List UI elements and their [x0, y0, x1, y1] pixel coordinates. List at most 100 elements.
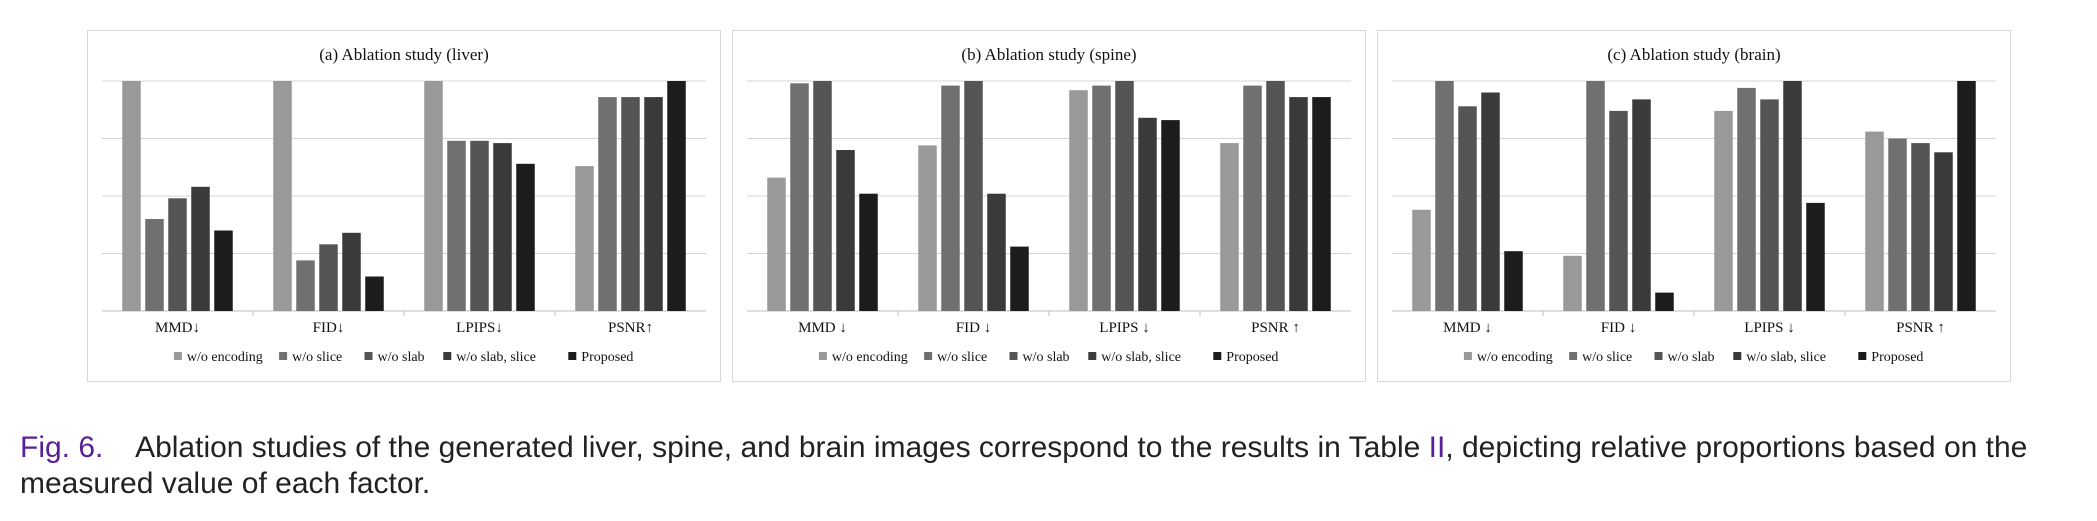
bar [1563, 255, 1582, 311]
bar [1609, 110, 1628, 312]
bar [1911, 143, 1930, 311]
legend-label: Proposed [1871, 350, 1923, 365]
bar [667, 81, 686, 311]
bar [1243, 85, 1262, 311]
legend-label: Proposed [581, 350, 633, 365]
legend-label: w/o slab [1023, 350, 1070, 365]
legend-swatch [1463, 352, 1472, 360]
bar [964, 81, 983, 311]
legend-label: w/o encoding [832, 350, 908, 365]
bar [1458, 106, 1477, 311]
legend-label: w/o slice [937, 350, 987, 365]
bar [598, 97, 617, 311]
bar [1312, 97, 1331, 311]
x-tick-label: LPIPS ↓ [1099, 320, 1149, 336]
figure-caption: Fig. 6. Ablation studies of the generate… [20, 430, 2080, 502]
x-tick-label: LPIPS ↓ [1744, 320, 1794, 336]
bar [1737, 87, 1756, 312]
bar [1655, 292, 1674, 311]
legend-swatch [279, 352, 288, 360]
legend: w/o encoding w/o slice w/o slab w/o slab, s… [818, 350, 1278, 365]
bar [145, 219, 164, 311]
legend-label: w/o slab [1668, 350, 1715, 365]
bar [424, 81, 443, 311]
legend-swatch [1733, 352, 1742, 360]
x-tick-label: MMD ↓ [798, 320, 847, 336]
bar [296, 260, 315, 311]
bar [191, 186, 210, 311]
bar [1069, 90, 1088, 311]
bar [273, 81, 292, 311]
bar [1115, 81, 1134, 311]
bar [122, 81, 141, 311]
bar [621, 97, 640, 311]
chart-panel-brain: (c) Ablation study (brain) MMD ↓ FID ↓ LPIP… [1377, 30, 2011, 382]
bar [1632, 99, 1651, 312]
bar [1481, 92, 1500, 311]
chart-title: (c) Ablation study (brain) [1607, 45, 1780, 64]
bar [1806, 202, 1825, 311]
legend-swatch [1569, 352, 1578, 360]
bar [918, 145, 937, 311]
bar [1957, 81, 1976, 311]
bar [1289, 97, 1308, 311]
bar [1092, 85, 1111, 311]
legend: w/o encoding w/o slice w/o slab w/o slab, s… [173, 350, 633, 365]
bar [493, 143, 512, 311]
bar [644, 97, 663, 311]
chart-liver: (a) Ablation study (liver) MMD↓ FID↓ LPIPS↓… [102, 45, 706, 365]
chart-panel-spine: (b) Ablation study (spine) MMD ↓ FID ↓ LPIP… [732, 30, 1366, 382]
bar [1266, 81, 1285, 311]
bar [319, 244, 338, 311]
x-tick-label: LPIPS↓ [456, 320, 503, 336]
bar [941, 85, 960, 311]
legend-label: Proposed [1226, 350, 1278, 365]
bar [767, 177, 786, 311]
bar [859, 193, 878, 311]
x-tick-label: PSNR ↑ [1896, 320, 1945, 336]
bar [168, 198, 187, 311]
legend-label: w/o slice [292, 350, 342, 365]
bar [1010, 246, 1029, 311]
bar [1220, 143, 1239, 311]
bar [575, 166, 594, 311]
bar [1888, 138, 1907, 311]
x-tick-label: MMD↓ [155, 320, 200, 336]
legend-swatch [568, 352, 577, 360]
legend-swatch [1009, 352, 1018, 360]
bar [470, 140, 489, 311]
bar [1161, 120, 1180, 311]
legend-swatch [173, 352, 182, 360]
bar [1934, 152, 1953, 311]
bar [1138, 117, 1157, 311]
bar [1714, 110, 1733, 312]
x-tick-label: PSNR ↑ [1251, 320, 1300, 336]
legend-swatch [443, 352, 452, 360]
bar [1504, 251, 1523, 311]
x-tick-label: FID↓ [313, 320, 345, 336]
legend-swatch [364, 352, 373, 360]
bar [214, 230, 233, 311]
bar [1865, 131, 1884, 311]
legend-label: w/o slab, slice [1746, 350, 1826, 365]
bar [365, 276, 384, 311]
caption-text-after: , depicting relative proportions based o… [20, 431, 2028, 500]
legend: w/o encoding w/o slice w/o slab w/o slab, s… [1463, 350, 1923, 365]
x-tick-label: MMD ↓ [1443, 320, 1492, 336]
legend-label: w/o slab, slice [456, 350, 536, 365]
x-tick-label: PSNR↑ [608, 320, 653, 336]
bar [516, 163, 535, 311]
legend-swatch [1213, 352, 1222, 360]
caption-label: Fig. 6. [20, 431, 104, 464]
legend-label: w/o slab [378, 350, 425, 365]
bar [987, 193, 1006, 311]
legend-label: w/o encoding [187, 350, 263, 365]
bar [1586, 81, 1605, 311]
chart-spine: (b) Ablation study (spine) MMD ↓ FID ↓ LPIP… [747, 45, 1351, 365]
caption-table-ref: II [1428, 431, 1446, 464]
legend-swatch [1088, 352, 1097, 360]
legend-label: w/o slab, slice [1101, 350, 1181, 365]
bar [813, 81, 832, 311]
bar [447, 140, 466, 311]
bar [1783, 81, 1802, 311]
